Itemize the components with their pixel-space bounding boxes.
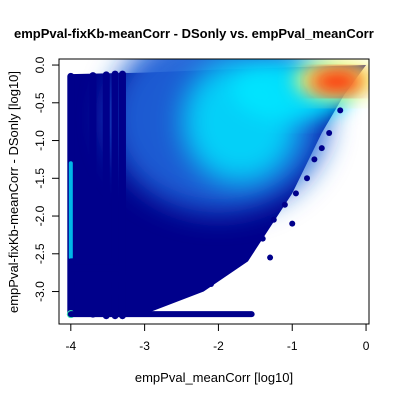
x-tick-label: -1 xyxy=(287,339,298,353)
data-point xyxy=(337,107,344,114)
chart-title: empPval-fixKb-meanCorr - DSonly vs. empP… xyxy=(14,26,374,41)
data-point xyxy=(304,175,310,182)
x-tick-label: -2 xyxy=(213,339,224,353)
data-point xyxy=(259,235,266,242)
data-point xyxy=(267,254,274,261)
data-point xyxy=(289,220,296,227)
y-tick-label: -0.5 xyxy=(33,92,47,113)
x-tick-label: 0 xyxy=(363,339,370,353)
density-blob xyxy=(310,69,363,94)
y-tick-label: -1.5 xyxy=(33,168,47,189)
y-tick-label: -1.0 xyxy=(33,130,47,151)
plot-area xyxy=(66,59,369,320)
x-axis-label: empPval_meanCorr [log10] xyxy=(135,370,293,385)
density-layer xyxy=(70,59,369,315)
data-point xyxy=(292,190,299,197)
y-tick-label: -2.0 xyxy=(33,205,47,226)
x-axis: -4 -3 -2 -1 0 xyxy=(65,323,370,353)
y-tick-label: -3.0 xyxy=(33,281,47,302)
data-point xyxy=(222,269,229,276)
data-point xyxy=(326,129,333,136)
data-point xyxy=(248,247,255,254)
data-point xyxy=(281,201,288,208)
x-tick-label: -4 xyxy=(65,339,76,353)
y-axis-label: empPval-fixKb-meanCorr - DSonly [log10] xyxy=(6,71,21,313)
data-point xyxy=(270,216,277,223)
y-axis: 0.0 -0.5 -1.0 -1.5 -2.0 -2.5 -3.0 xyxy=(33,56,60,302)
data-point xyxy=(208,280,215,287)
data-point xyxy=(237,258,244,265)
x-tick-label: -3 xyxy=(139,339,150,353)
data-point xyxy=(311,156,318,163)
y-tick-label: -2.5 xyxy=(33,243,47,264)
y-tick-label: 0.0 xyxy=(33,56,47,73)
points-layer xyxy=(66,70,344,320)
data-point xyxy=(318,145,325,152)
